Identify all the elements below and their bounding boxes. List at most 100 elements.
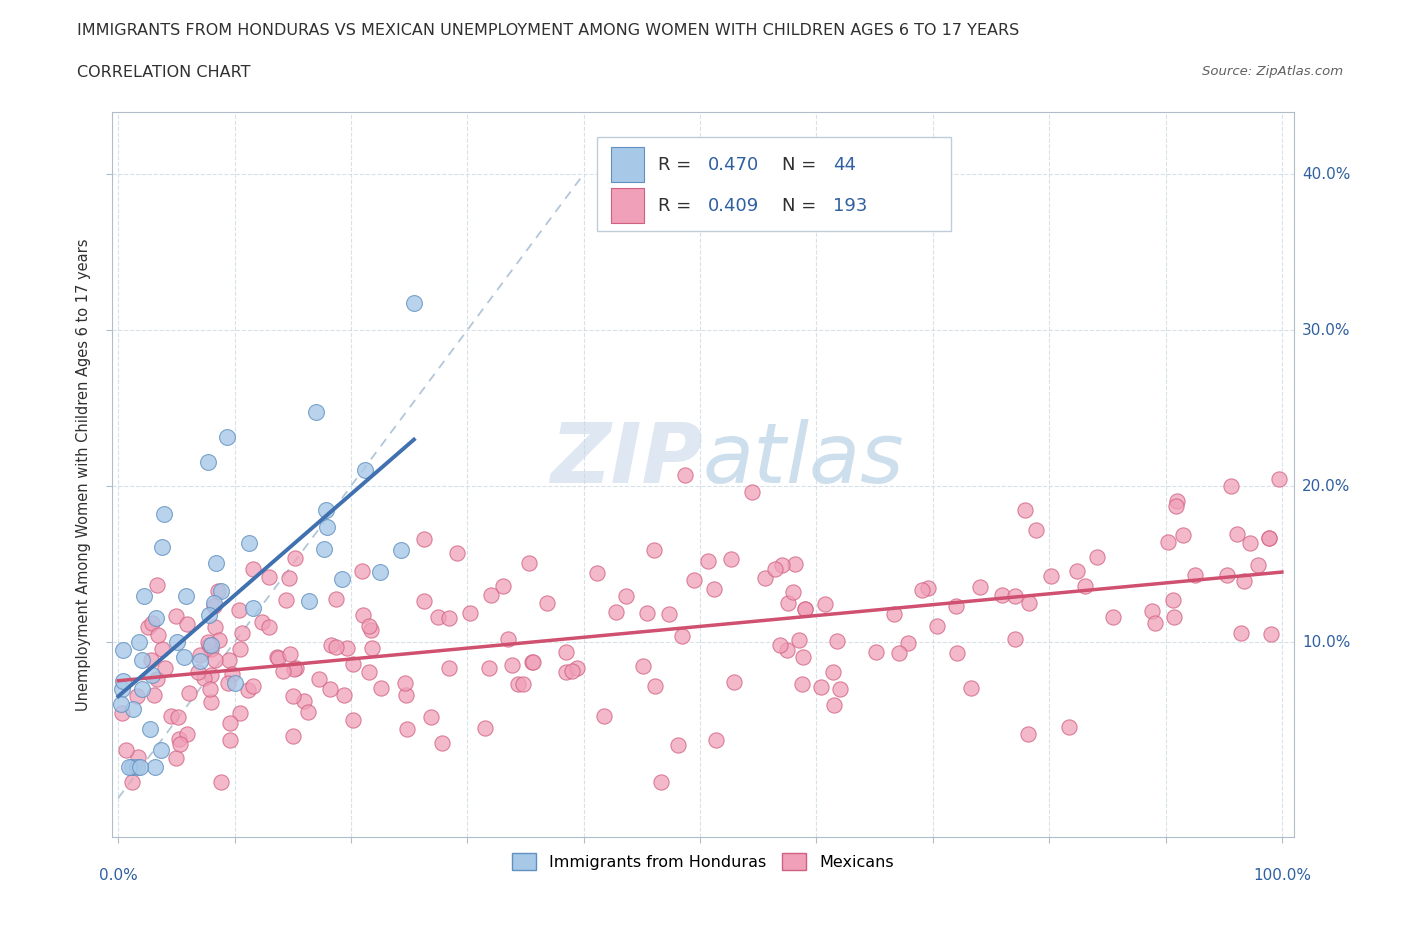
Point: [198, 637, 221, 652]
Point: [1247, 558, 1270, 573]
Point: [782, 585, 804, 600]
Point: [325, 591, 347, 606]
Point: [131, 652, 153, 667]
Point: [1144, 616, 1167, 631]
Bar: [610, 189, 644, 223]
Point: [236, 683, 259, 698]
Text: 0.0%: 0.0%: [98, 868, 138, 883]
Point: [478, 660, 501, 675]
Point: [160, 709, 183, 724]
Point: [146, 672, 169, 687]
Point: [360, 623, 382, 638]
Point: [218, 653, 240, 668]
Point: [1233, 574, 1256, 589]
Point: [522, 655, 544, 670]
Point: [810, 679, 832, 694]
Point: [631, 658, 654, 673]
Text: IMMIGRANTS FROM HONDURAS VS MEXICAN UNEMPLOYMENT AMONG WOMEN WITH CHILDREN AGES : IMMIGRANTS FROM HONDURAS VS MEXICAN UNEM…: [77, 23, 1019, 38]
Point: [217, 675, 239, 690]
Point: [231, 626, 253, 641]
Point: [271, 663, 294, 678]
Point: [141, 668, 163, 683]
Point: [787, 632, 810, 647]
Point: [512, 677, 534, 692]
Point: [141, 616, 163, 631]
Text: 0.470: 0.470: [707, 155, 759, 174]
Point: [200, 637, 222, 652]
Point: [125, 688, 148, 703]
Point: [221, 667, 243, 682]
Text: R =: R =: [658, 155, 697, 174]
Point: [1216, 567, 1239, 582]
FancyBboxPatch shape: [596, 137, 950, 232]
Point: [828, 682, 851, 697]
Point: [165, 751, 187, 765]
Point: [167, 732, 190, 747]
Point: [605, 604, 627, 619]
Point: [150, 642, 173, 657]
Point: [586, 565, 609, 580]
Point: [198, 681, 221, 696]
Point: [671, 629, 693, 644]
Point: [142, 687, 165, 702]
Point: [202, 596, 225, 611]
Point: [658, 606, 681, 621]
Point: [209, 775, 232, 790]
Point: [342, 712, 364, 727]
Point: [315, 502, 337, 517]
Point: [439, 611, 461, 626]
Point: [110, 696, 132, 711]
Point: [292, 694, 315, 709]
Point: [110, 706, 132, 721]
Point: [177, 685, 200, 700]
Text: 193: 193: [832, 197, 868, 215]
Point: [139, 653, 162, 668]
Point: [723, 674, 745, 689]
Point: [763, 562, 786, 577]
Point: [770, 558, 793, 573]
Point: [703, 581, 725, 596]
Point: [176, 617, 198, 631]
Point: [614, 589, 637, 604]
Point: [650, 775, 672, 790]
Point: [333, 687, 356, 702]
Point: [368, 565, 391, 579]
Point: [165, 608, 187, 623]
Point: [395, 687, 418, 702]
Point: [396, 722, 419, 737]
Text: N =: N =: [782, 155, 823, 174]
Text: 10.0%: 10.0%: [1302, 634, 1350, 649]
Point: [305, 405, 328, 419]
Point: [814, 596, 837, 611]
Point: [278, 646, 301, 661]
Point: [312, 541, 335, 556]
Point: [917, 580, 939, 595]
Point: [224, 675, 246, 690]
Point: [111, 682, 134, 697]
Point: [217, 429, 239, 444]
Point: [325, 640, 347, 655]
Point: [1229, 626, 1251, 641]
Point: [412, 593, 434, 608]
Point: [865, 644, 887, 659]
Point: [412, 532, 434, 547]
Point: [1164, 498, 1187, 513]
Point: [167, 710, 190, 724]
Point: [720, 551, 742, 566]
Point: [897, 635, 920, 650]
Point: [823, 698, 845, 712]
Point: [242, 562, 264, 577]
Point: [153, 507, 176, 522]
Point: [284, 661, 307, 676]
Point: [115, 743, 138, 758]
Point: [204, 653, 226, 668]
Point: [790, 677, 813, 692]
Point: [754, 570, 776, 585]
Point: [266, 649, 288, 664]
Point: [536, 595, 558, 610]
Point: [298, 593, 321, 608]
Point: [139, 722, 162, 737]
Point: [1166, 493, 1188, 508]
Point: [202, 599, 225, 614]
Point: [257, 570, 280, 585]
